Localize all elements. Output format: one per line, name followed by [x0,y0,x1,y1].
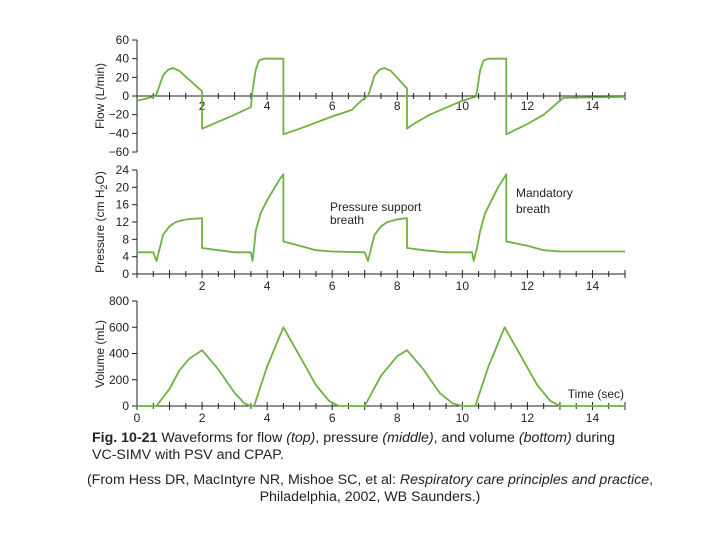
caption-text-4: during [571,430,616,446]
caption-top: (top) [286,430,316,446]
panel2-y-label: Pressure (cm H2O) [93,171,109,273]
source-title: Respiratory care principles and practice [399,472,650,488]
source-open: (From Hess DR, MacIntyre NR, Mishoe SC, … [86,472,400,488]
panel1-y-tick-label: −40 [109,126,130,140]
source-line-2: Philadelphia, 2002, WB Saunders.) [259,489,481,505]
figure-caption: Fig. 10-21 Waveforms for flow (top), pre… [92,430,692,464]
panel1-y-tick-label: −20 [109,108,130,122]
panel1-y-label: Flow (L/min) [93,63,107,129]
panel2-x-tick-label: 10 [456,279,470,293]
panel1-x-tick-label: 4 [264,99,271,113]
panel2-y-tick-label: 12 [116,215,130,229]
panel3-y-tick-label: 600 [109,320,129,334]
panel1-y-tick-label: 0 [122,89,129,103]
caption-text-1: Waveforms for flow [157,430,287,446]
panel1-x-tick-label: 14 [586,99,600,113]
caption-fig-label: Fig. 10-21 [92,430,158,446]
panel3-x-tick-label: 6 [329,411,336,425]
panel1-series-line [136,57,626,136]
panel2-x-tick-label: 4 [264,279,271,293]
panel2-y-tick-label: 4 [122,250,129,264]
panel3-series-line [137,326,625,407]
panel3-y-tick-label: 800 [109,294,129,308]
panel3-x-tick-label: 8 [394,411,401,425]
panel3-x-label: Time (sec) [568,387,624,401]
caption-bottom: (bottom) [518,430,572,446]
panel2-x-tick-label: 8 [394,279,401,293]
source-close: , [649,472,654,488]
panel1-x-tick-label: 6 [329,99,336,113]
panel3-y-tick-label: 0 [122,399,129,413]
panel1-y-tick-label: 20 [116,70,130,84]
panel1-y-tick-label: 60 [116,33,130,47]
caption-text-2: , pressure [315,430,383,446]
panel3-x-tick-label: 10 [456,411,470,425]
panel2-series-line [137,173,625,262]
panel2-annotation: Mandatory [516,186,573,200]
panel3-x-tick-label: 14 [586,411,600,425]
panel1-y-tick-label: 40 [116,52,130,66]
panel2-x-tick-label: 6 [329,279,336,293]
panel2-x-tick-label: 14 [586,279,600,293]
panel3-x-tick-label: 0 [134,411,141,425]
panel3-y-label: Volume (mL) [93,320,107,388]
panel2-annotation: Pressure support [330,200,422,214]
panel2-y-tick-label: 8 [122,232,129,246]
panel2-y-tick-label: 16 [116,198,130,212]
panel1-x-tick-label: 12 [521,99,535,113]
source-citation: (From Hess DR, MacIntyre NR, Mishoe SC, … [80,472,660,506]
panel2-x-tick-label: 2 [199,279,206,293]
panel3-x-tick-label: 4 [264,411,271,425]
caption-line-2: VC-SIMV with PSV and CPAP. [92,447,284,463]
caption-text-3: , and volume [433,430,519,446]
panel1-y-tick-label: −60 [109,145,130,159]
panel3-x-tick-label: 2 [199,411,206,425]
caption-middle: (middle) [382,430,434,446]
panel3-y-tick-label: 200 [109,373,129,387]
panel2-x-tick-label: 12 [521,279,535,293]
panel2-y-tick-label: 24 [116,163,130,177]
panel2-y-tick-label: 20 [116,180,130,194]
panel2-annotation: breath [330,213,364,227]
panel1-x-tick-label: 8 [394,99,401,113]
panel2-y-tick-label: 0 [122,267,129,281]
panel3-y-tick-label: 400 [109,347,129,361]
panel2-annotation: breath [516,202,550,216]
panel3-x-tick-label: 12 [521,411,535,425]
